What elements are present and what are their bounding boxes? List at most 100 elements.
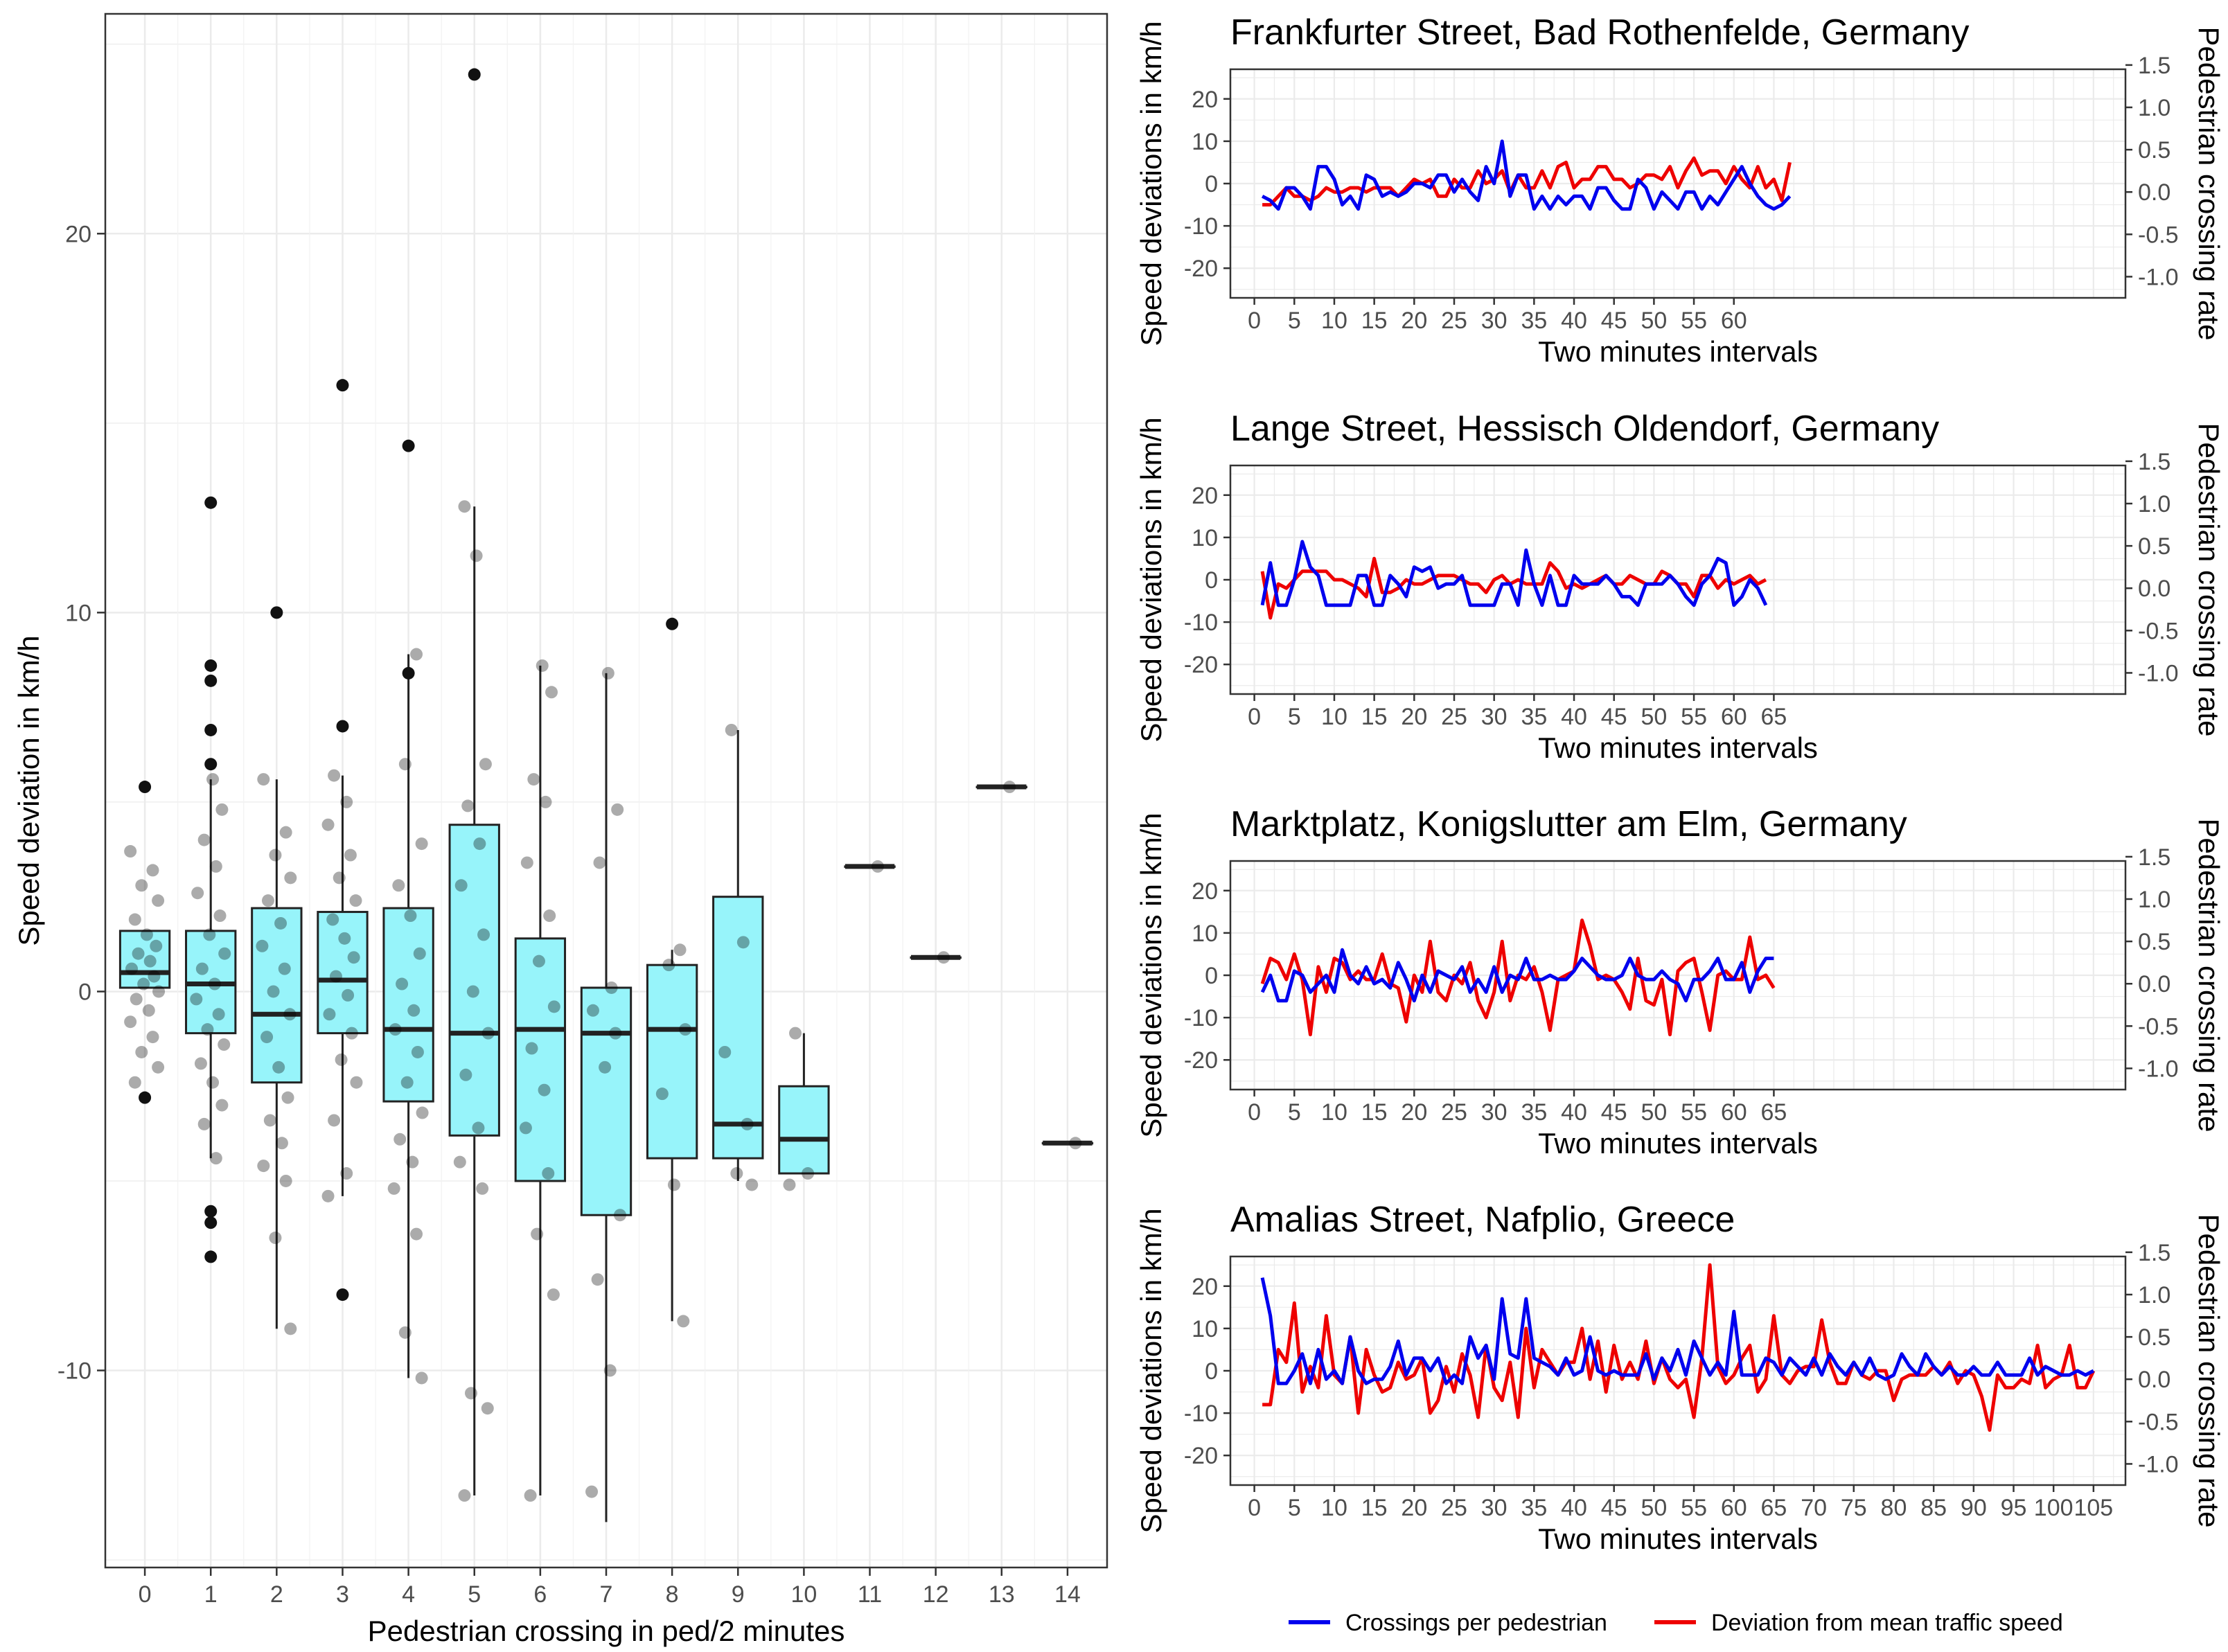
box-jitter-point — [206, 773, 220, 786]
panel-xtick-label: 65 — [1761, 1099, 1787, 1126]
series-line — [1260, 556, 1767, 620]
panel-ytick-label: 10 — [1192, 525, 1218, 551]
box-outlier — [270, 606, 283, 619]
box-jitter-point — [284, 871, 297, 885]
boxplot-ytick-label: 0 — [78, 979, 91, 1005]
panel-y2label: Pedestrian crossing rate — [2193, 423, 2225, 737]
panel-xtick-label: 25 — [1441, 308, 1467, 334]
panel-ytick-label: -20 — [1184, 1047, 1218, 1074]
box-jitter-point — [542, 1167, 555, 1180]
box-jitter-point — [333, 871, 346, 885]
box-jitter-point — [209, 1152, 222, 1165]
box-jitter-point — [323, 1008, 336, 1021]
boxplot-xtick-label: 0 — [139, 1581, 152, 1608]
boxplot-xtick-label: 4 — [402, 1581, 415, 1608]
box-jitter-point — [269, 849, 282, 862]
box-jitter-point — [783, 1178, 796, 1191]
panel-xtick-label: 20 — [1401, 1495, 1427, 1521]
box-jitter-point — [461, 799, 475, 812]
panel-y2tick-label: -0.5 — [2138, 1013, 2179, 1040]
panel-xtick-label: 10 — [1321, 308, 1347, 334]
box-jitter-point — [392, 879, 405, 892]
panel-y2label: Pedestrian crossing rate — [2193, 27, 2225, 341]
box-jitter-point — [601, 666, 615, 680]
panel-xtick-label: 25 — [1441, 1495, 1467, 1521]
box-jitter-point — [477, 928, 490, 941]
box-jitter-point — [345, 1027, 358, 1040]
box-jitter-point — [407, 1004, 421, 1017]
box-jitter-point — [206, 1076, 220, 1089]
boxplot-xtick-label: 13 — [989, 1581, 1015, 1608]
box-jitter-point — [400, 1076, 414, 1089]
box-jitter-point — [274, 916, 288, 930]
box-outlier — [204, 723, 218, 736]
panel-xtick-label: 30 — [1481, 308, 1508, 334]
box-iqr — [514, 937, 567, 1182]
boxplot-xtick-label: 12 — [923, 1581, 949, 1608]
panel-xtick-label: 10 — [1321, 1099, 1347, 1126]
panel-xtick-label: 55 — [1681, 308, 1707, 334]
panel-xtick-label: 65 — [1761, 1495, 1787, 1521]
box-jitter-point — [197, 1117, 211, 1130]
panel-y2tick-label: 1.0 — [2138, 1282, 2170, 1308]
panel-xtick-label: 20 — [1401, 308, 1427, 334]
panel-xtick-label: 95 — [2001, 1495, 2027, 1521]
box-jitter-point — [257, 1160, 270, 1173]
box-jitter-point — [152, 894, 165, 907]
box-jitter-point — [275, 1137, 288, 1150]
panel-xtick-label: 15 — [1361, 308, 1388, 334]
box-jitter-point — [194, 1057, 207, 1070]
panel-y2label: Pedestrian crossing rate — [2193, 819, 2225, 1133]
box-outlier — [336, 379, 349, 392]
panel-y2tick-label: 1.5 — [2138, 844, 2170, 871]
panel-y2tick-label: -0.5 — [2138, 222, 2179, 248]
box-jitter-point — [283, 1008, 297, 1021]
panel-xtick-label: 100 — [2034, 1495, 2074, 1521]
box-jitter-point — [525, 1042, 538, 1055]
box-jitter-point — [741, 1117, 754, 1130]
box-jitter-point — [321, 1189, 335, 1202]
box-jitter-point — [725, 723, 738, 736]
box-iqr — [118, 930, 171, 989]
box-jitter-point — [547, 1000, 560, 1013]
box-jitter-point — [279, 826, 292, 839]
panel-ytick-label: 10 — [1192, 1316, 1218, 1342]
box-outlier — [336, 1288, 349, 1302]
panel-xtick-label: 0 — [1248, 308, 1261, 334]
legend-label: Crossings per pedestrian — [1345, 1610, 1607, 1636]
box-jitter-point — [613, 1209, 626, 1222]
box-jitter-point — [398, 758, 412, 771]
panel-ylabel: Speed deviations in km/h — [1135, 417, 1167, 742]
box-jitter-point — [730, 1167, 743, 1180]
box-outlier — [204, 1205, 218, 1218]
panel-y2tick-label: 0.5 — [2138, 533, 2170, 560]
timeseries-panel: Amalias Street, Nafplio, Greece -20 -10 0 10… — [1135, 1200, 2225, 1555]
panel-xtick-label: 80 — [1881, 1495, 1907, 1521]
box-iqr — [580, 986, 633, 1216]
box-outlier — [402, 666, 415, 680]
boxplot-xtick-label: 14 — [1054, 1581, 1081, 1608]
box-iqr — [448, 824, 500, 1137]
panel-ylabel: Speed deviations in km/h — [1135, 1208, 1167, 1533]
legend-label: Deviation from mean traffic speed — [1711, 1610, 2063, 1636]
box-jitter-point — [673, 943, 687, 957]
box-jitter-point — [591, 1273, 604, 1286]
box-jitter-point — [208, 977, 221, 991]
panel-xtick-label: 20 — [1401, 1099, 1427, 1126]
panel-xtick-label: 90 — [1961, 1495, 1987, 1521]
boxplot-ytick-label: 10 — [65, 600, 91, 626]
panel-xtick-label: 45 — [1601, 704, 1627, 730]
box-jitter-point — [338, 932, 351, 945]
panel-y2tick-label: -1.0 — [2138, 1451, 2179, 1477]
boxplot-ytick-label: 20 — [65, 221, 91, 247]
boxplot-xtick-label: 5 — [468, 1581, 481, 1608]
box-jitter-point — [789, 1027, 802, 1040]
box-outlier — [204, 674, 218, 687]
box-outlier — [139, 1091, 152, 1104]
panel-y2tick-label: 0.0 — [2138, 179, 2170, 206]
panel-xtick-label: 60 — [1721, 308, 1747, 334]
panel-xlabel: Two minutes intervals — [1538, 335, 1818, 368]
box-outlier — [204, 1216, 218, 1229]
